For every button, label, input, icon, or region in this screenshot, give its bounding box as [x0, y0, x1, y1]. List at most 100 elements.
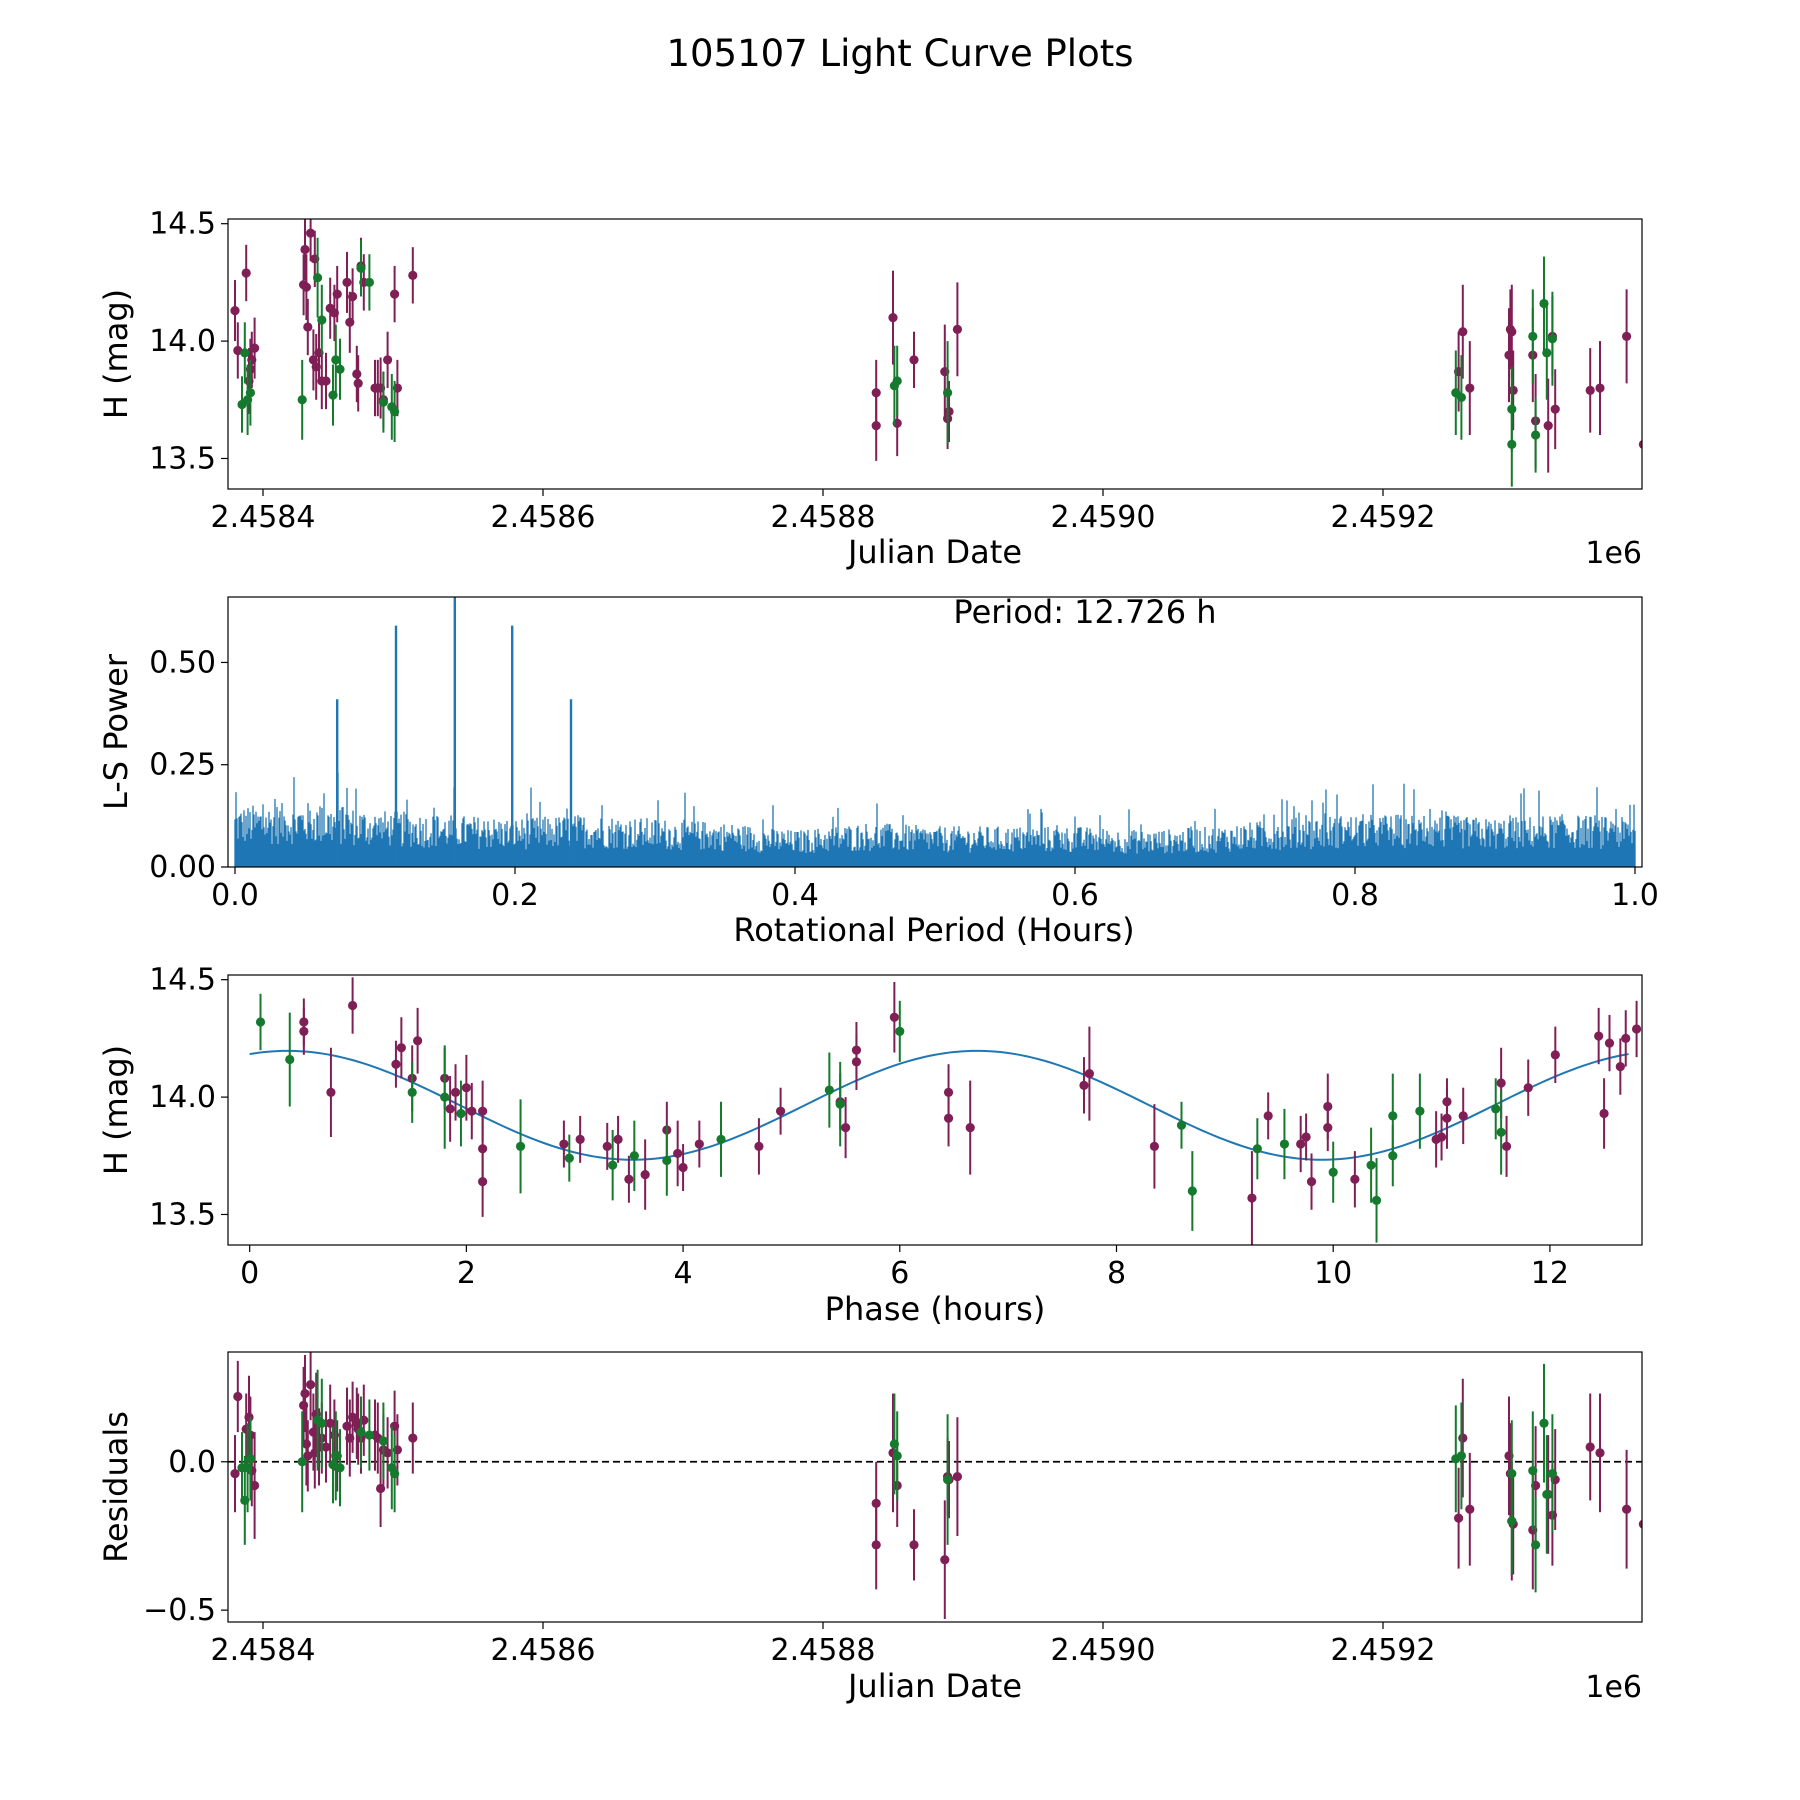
- lightcurve-axes-frame: [227, 218, 1643, 490]
- data-point: [396, 1043, 406, 1053]
- data-point: [754, 1141, 764, 1151]
- periodogram-axes-frame: [227, 596, 1643, 868]
- data-point: [871, 421, 881, 431]
- series-g-band: [237, 237, 1557, 487]
- data-point: [892, 1451, 902, 1461]
- data-point: [895, 1026, 905, 1036]
- x-tick-label: 0.8: [1331, 878, 1379, 913]
- data-point: [331, 1451, 341, 1461]
- data-point: [300, 1388, 310, 1399]
- data-point: [461, 1083, 471, 1093]
- figure-title: 105107 Light Curve Plots: [666, 32, 1133, 75]
- data-point: [230, 1469, 240, 1479]
- data-point: [321, 1442, 331, 1452]
- data-point: [1594, 1031, 1604, 1041]
- data-point: [230, 305, 240, 316]
- data-point: [1604, 1038, 1615, 1048]
- data-point: [1585, 1442, 1595, 1452]
- phased-xlabel: Phase (hours): [825, 1290, 1046, 1328]
- data-point: [450, 1087, 461, 1097]
- data-point: [1528, 1466, 1538, 1476]
- data-point: [456, 1108, 466, 1119]
- data-point: [250, 1480, 260, 1491]
- data-point: [1507, 327, 1517, 337]
- data-point: [352, 369, 362, 379]
- data-point: [467, 1106, 477, 1116]
- data-point: [478, 1177, 488, 1187]
- data-point: [364, 1430, 374, 1440]
- data-point: [662, 1155, 672, 1166]
- data-point: [1465, 1504, 1475, 1514]
- data-point: [1442, 1097, 1452, 1107]
- data-point: [835, 1099, 845, 1109]
- data-point: [841, 1123, 851, 1133]
- period-annotation: Period: 12.726 h: [953, 593, 1216, 631]
- data-point: [1456, 1451, 1466, 1461]
- data-point: [321, 376, 331, 386]
- y-tick-label: 0.25: [149, 748, 216, 783]
- y-tick-label: −0.5: [143, 1593, 216, 1628]
- data-point: [1531, 1540, 1541, 1550]
- data-point: [678, 1162, 688, 1173]
- data-point: [1631, 1024, 1642, 1034]
- series-g-band: [237, 1363, 1557, 1593]
- data-point: [909, 1540, 919, 1550]
- data-point: [1507, 1469, 1517, 1479]
- data-point: [378, 1436, 388, 1446]
- data-point: [325, 1418, 335, 1428]
- x-tick-label: 2.4588: [771, 500, 876, 535]
- data-point: [240, 348, 250, 358]
- lightcurve-panel: 2.4584 2.4586 2.4588 2.4590 2.4592 13.5 14.0 14…: [97, 207, 1643, 571]
- data-point: [1542, 348, 1552, 358]
- data-point: [1638, 1519, 1642, 1529]
- x-tick-label: 10: [1314, 1256, 1352, 1291]
- data-point: [440, 1092, 450, 1102]
- data-point: [326, 1087, 336, 1097]
- data-point: [1507, 404, 1517, 414]
- x-tick-label: 2: [457, 1256, 476, 1291]
- data-point: [1456, 392, 1466, 403]
- data-point: [1079, 1080, 1089, 1090]
- data-point: [332, 289, 342, 299]
- data-point: [1252, 1144, 1262, 1154]
- data-point: [1301, 1132, 1311, 1142]
- data-point: [364, 277, 374, 287]
- x-tick-label: 8: [1107, 1256, 1126, 1291]
- x-tick-label: 2.4584: [211, 1633, 316, 1668]
- residuals-axes-frame: [227, 1351, 1643, 1623]
- residuals-plot-area: [228, 1352, 1642, 1620]
- data-point: [348, 291, 358, 302]
- phased-axes-frame: [227, 974, 1643, 1246]
- x-tick-label: 2.4588: [771, 1633, 876, 1668]
- data-point: [716, 1134, 726, 1144]
- data-point: [1176, 1120, 1187, 1130]
- data-point: [303, 1451, 313, 1461]
- data-point: [965, 1123, 975, 1133]
- data-point: [1550, 1050, 1560, 1060]
- x-tick-label: 2.4586: [491, 1633, 596, 1668]
- data-point: [1306, 1177, 1317, 1187]
- data-point: [1496, 1078, 1506, 1088]
- data-point: [1458, 1433, 1468, 1443]
- data-point: [944, 406, 954, 417]
- model-fit-curve: [249, 1049, 1629, 1161]
- data-point: [871, 1540, 881, 1550]
- data-point: [306, 1380, 316, 1390]
- data-point: [640, 1169, 650, 1180]
- data-point: [317, 1418, 327, 1428]
- data-point: [383, 355, 393, 365]
- x-tick-label: 2.4592: [1331, 1633, 1436, 1668]
- data-point: [1539, 1418, 1549, 1428]
- data-point: [602, 1141, 612, 1151]
- data-point: [297, 395, 307, 405]
- data-point: [342, 277, 352, 287]
- x-tick-label: 12: [1531, 1256, 1569, 1291]
- data-point: [303, 322, 313, 332]
- data-point: [245, 1454, 255, 1464]
- data-point: [335, 364, 345, 374]
- data-point: [673, 1148, 683, 1159]
- phased-ylabel: H (mag): [97, 1045, 135, 1175]
- data-point: [408, 270, 418, 280]
- data-point: [1279, 1139, 1290, 1149]
- periodogram-plot-area: [234, 597, 1636, 867]
